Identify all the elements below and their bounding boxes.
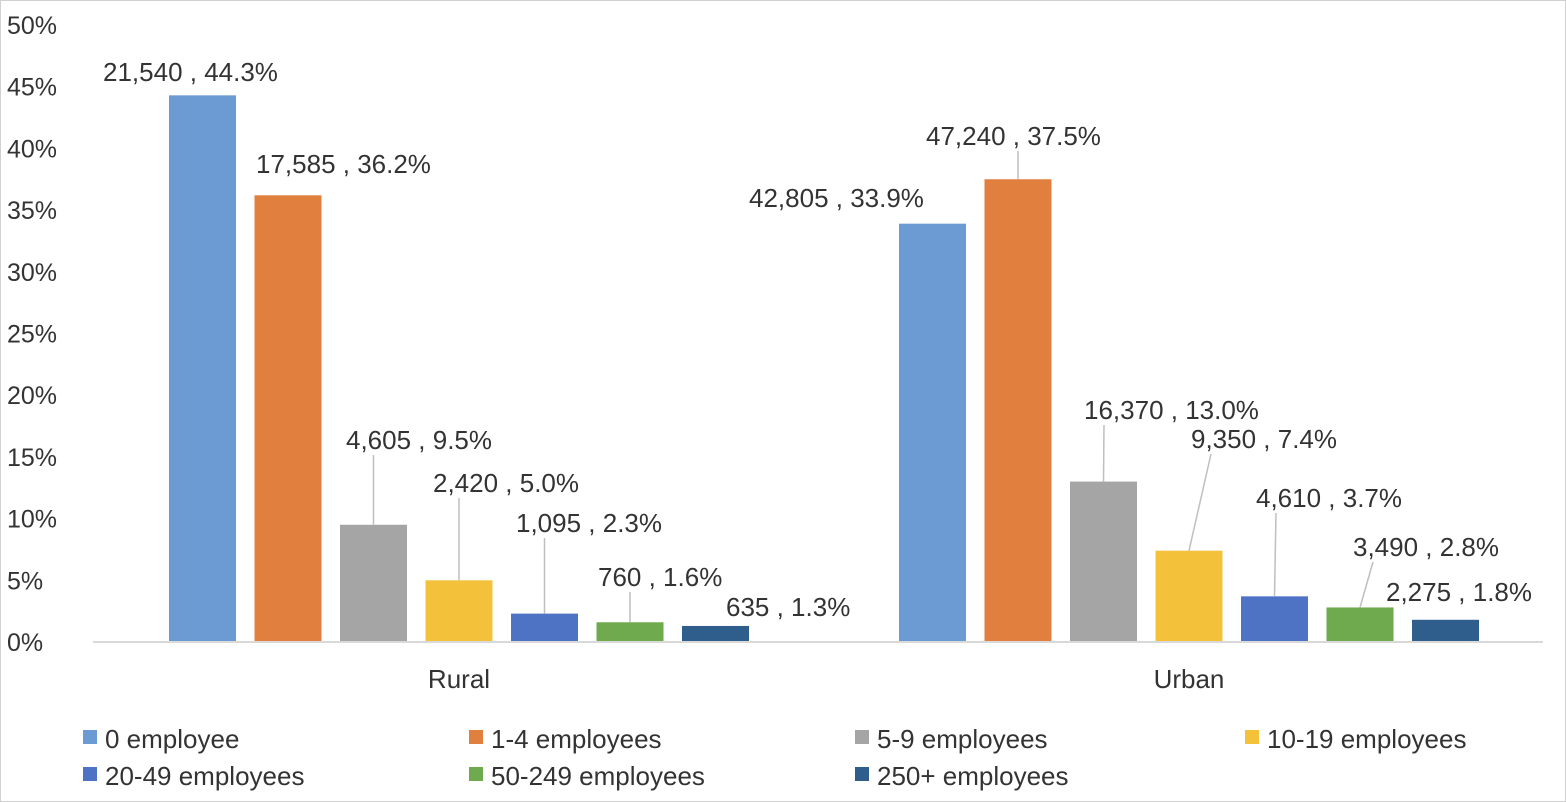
bar-urban-series-2 bbox=[1070, 481, 1137, 642]
category-label: Rural bbox=[428, 664, 490, 694]
leader-line bbox=[1359, 561, 1374, 608]
bar-urban-series-4 bbox=[1241, 596, 1308, 642]
y-axis-ticks: 0% 5% 10% 15% 20% 25% 30% 35% 40% 45% 50% bbox=[7, 12, 57, 657]
y-tick-label: 0% bbox=[7, 629, 43, 657]
y-tick-label: 25% bbox=[7, 321, 57, 349]
bar-rural-series-5 bbox=[596, 622, 664, 642]
data-label: 17,585 , 36.2% bbox=[256, 149, 431, 179]
bar-rural-series-0 bbox=[169, 95, 236, 642]
y-tick-label: 50% bbox=[7, 12, 57, 40]
data-label: 16,370 , 13.0% bbox=[1084, 395, 1259, 425]
leader-line bbox=[1188, 453, 1212, 551]
bar-rural-series-6 bbox=[682, 625, 749, 642]
category-labels: Rural Urban bbox=[428, 664, 1224, 694]
legend-label: 20-49 employees bbox=[105, 761, 304, 791]
data-label: 42,805 , 33.9% bbox=[749, 183, 924, 213]
legend-label: 10-19 employees bbox=[1267, 724, 1466, 754]
legend-swatch bbox=[83, 767, 97, 781]
data-label: 9,350 , 7.4% bbox=[1191, 424, 1337, 454]
bar-urban-series-5 bbox=[1326, 607, 1394, 642]
data-label: 4,605 , 9.5% bbox=[346, 425, 492, 455]
legend-swatch bbox=[83, 730, 97, 744]
data-label: 635 , 1.3% bbox=[726, 592, 850, 622]
bar-urban-series-6 bbox=[1412, 619, 1479, 642]
y-tick-label: 5% bbox=[7, 567, 43, 595]
legend-swatch bbox=[1245, 730, 1259, 744]
bar-urban-series-3 bbox=[1155, 550, 1223, 642]
legend-label: 50-249 employees bbox=[491, 761, 705, 791]
legend-swatch bbox=[855, 767, 869, 781]
bar-rural-series-1 bbox=[254, 195, 322, 643]
legend-label: 1-4 employees bbox=[491, 724, 662, 754]
y-tick-label: 20% bbox=[7, 382, 57, 410]
legend-label: 0 employee bbox=[105, 724, 239, 754]
leader-line bbox=[1102, 424, 1105, 482]
y-tick-label: 10% bbox=[7, 506, 57, 534]
legend-label: 5-9 employees bbox=[877, 724, 1048, 754]
data-labels: 21,540 , 44.3% 42,805 , 33.9% 17,585 , 36.… bbox=[103, 57, 1532, 622]
data-label: 760 , 1.6% bbox=[598, 562, 722, 592]
data-label: 1,095 , 2.3% bbox=[516, 508, 662, 538]
bar-urban-series-0 bbox=[899, 223, 966, 642]
data-label: 21,540 , 44.3% bbox=[103, 57, 278, 87]
data-label: 47,240 , 37.5% bbox=[926, 121, 1101, 151]
bar-rural-series-2 bbox=[340, 524, 407, 642]
y-tick-label: 40% bbox=[7, 135, 57, 163]
y-tick-label: 30% bbox=[7, 259, 57, 287]
data-label: 4,610 , 3.7% bbox=[1256, 483, 1402, 513]
legend-swatch bbox=[855, 730, 869, 744]
legend: 0 employee 1-4 employees 5-9 employees 10-1… bbox=[83, 724, 1466, 791]
bar-rural-series-4 bbox=[511, 613, 578, 642]
data-label: 2,420 , 5.0% bbox=[433, 468, 579, 498]
category-label: Urban bbox=[1154, 664, 1225, 694]
leader-line bbox=[1273, 512, 1277, 597]
legend-swatch bbox=[469, 730, 483, 744]
y-tick-label: 35% bbox=[7, 197, 57, 225]
y-tick-label: 15% bbox=[7, 444, 57, 472]
bar-rural-series-3 bbox=[425, 580, 493, 642]
bar-urban-series-1 bbox=[984, 179, 1052, 642]
legend-swatch bbox=[469, 767, 483, 781]
data-label: 3,490 , 2.8% bbox=[1353, 532, 1499, 562]
legend-label: 250+ employees bbox=[877, 761, 1069, 791]
y-tick-label: 45% bbox=[7, 74, 57, 102]
leader-lines bbox=[372, 151, 1374, 623]
data-label: 2,275 , 1.8% bbox=[1386, 577, 1532, 607]
bars bbox=[169, 95, 1479, 643]
